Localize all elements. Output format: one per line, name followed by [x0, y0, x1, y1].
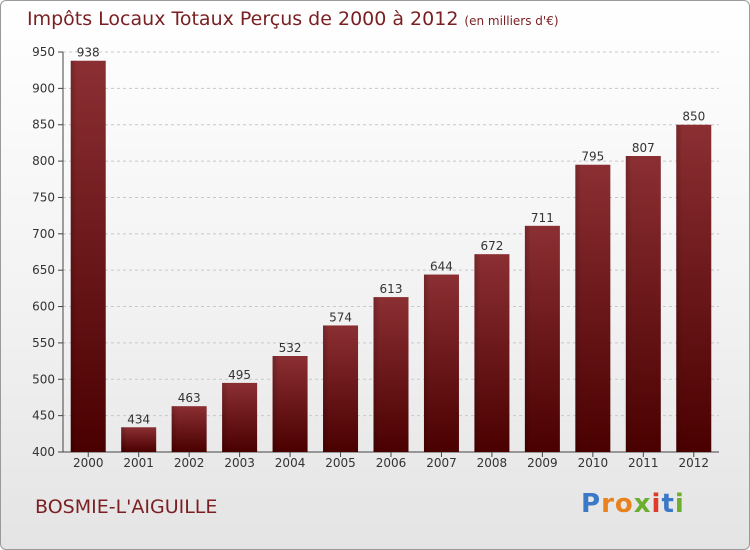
logo-letter: o [614, 489, 634, 519]
bar-value-label: 938 [77, 46, 100, 60]
bar-shade [323, 325, 330, 452]
bar-value-label: 711 [531, 211, 554, 225]
logo-letter: t [661, 489, 675, 519]
bar-shade [373, 297, 380, 452]
y-tick-label: 600 [32, 300, 55, 314]
bar-value-label: 644 [430, 260, 453, 274]
y-tick-label: 750 [32, 190, 55, 204]
bar-shade [423, 274, 430, 452]
bar-value-label: 795 [581, 150, 604, 164]
x-tick-label: 2009 [527, 456, 558, 470]
y-tick-label: 950 [32, 45, 55, 59]
x-tick-label: 2010 [578, 456, 609, 470]
bar-value-label: 532 [279, 341, 302, 355]
y-tick-label: 450 [32, 409, 55, 423]
bar-shade [272, 356, 279, 452]
x-tick-label: 2008 [477, 456, 508, 470]
logo-letter: x [633, 489, 652, 519]
x-tick-label: 2003 [224, 456, 255, 470]
bar-value-label: 495 [228, 368, 251, 382]
y-tick-label: 800 [32, 154, 55, 168]
logo-letter: P [581, 489, 602, 519]
bar-value-label: 672 [480, 239, 503, 253]
x-tick-label: 2001 [123, 456, 154, 470]
bar-value-label: 613 [380, 282, 403, 296]
bar-shade [70, 60, 77, 453]
bar-shade [474, 254, 481, 452]
y-tick-label: 850 [32, 118, 55, 132]
logo-letter: r [601, 489, 615, 519]
bar-value-label: 463 [178, 391, 201, 405]
x-tick-label: 2006 [376, 456, 407, 470]
bar-value-label: 807 [632, 141, 655, 155]
x-tick-label: 2004 [275, 456, 306, 470]
y-tick-label: 650 [32, 263, 55, 277]
y-tick-label: 400 [32, 445, 55, 459]
x-tick-label: 2000 [73, 456, 104, 470]
chart-subtitle: (en milliers d'€) [464, 14, 559, 28]
logo-letter: i [651, 489, 662, 519]
y-tick-label: 900 [32, 81, 55, 95]
y-tick-label: 700 [32, 227, 55, 241]
bar-shade [575, 164, 582, 452]
proxiti-logo: Proxiti [581, 489, 685, 519]
y-tick-label: 550 [32, 336, 55, 350]
bar-value-label: 434 [127, 412, 150, 426]
x-tick-label: 2011 [628, 456, 659, 470]
bar-value-label: 574 [329, 310, 352, 324]
x-tick-label: 2002 [174, 456, 205, 470]
bar-value-label: 850 [682, 110, 705, 124]
x-tick-label: 2005 [325, 456, 356, 470]
commune-name: BOSMIE-L'AIGUILLE [35, 496, 218, 518]
chart-title-text: Impôts Locaux Totaux Perçus de 2000 à 20… [27, 8, 459, 30]
y-tick-label: 500 [32, 372, 55, 386]
chart-title: Impôts Locaux Totaux Perçus de 2000 à 20… [27, 8, 559, 30]
x-tick-label: 2007 [426, 456, 457, 470]
logo-letter: i [674, 489, 685, 519]
bar-shade [625, 156, 632, 452]
bar-shade [524, 225, 531, 452]
bar-shade [676, 124, 683, 453]
x-tick-label: 2012 [678, 456, 709, 470]
bar-shade [171, 406, 178, 452]
bar-shade [121, 427, 128, 452]
bar-shade [222, 382, 229, 452]
